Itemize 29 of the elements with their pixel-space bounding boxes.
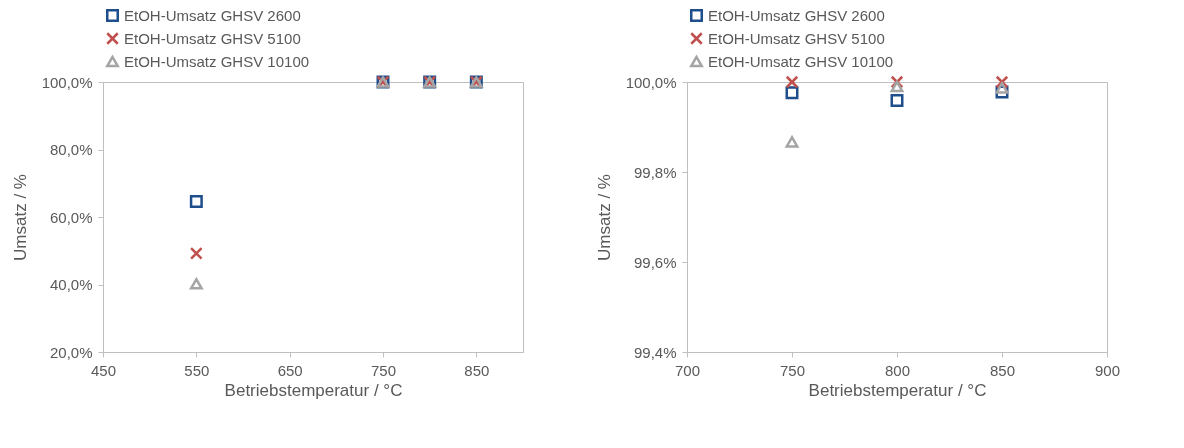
x-tick-label: 450 xyxy=(90,361,117,379)
x-tick-label: 800 xyxy=(884,361,911,379)
legend-label: EtOH-Umsatz GHSV 5100 xyxy=(124,29,301,47)
legend-label: EtOH-Umsatz GHSV 2600 xyxy=(708,6,885,24)
y-axis-title: Umsatz / % xyxy=(10,174,30,261)
x-tick-label: 850 xyxy=(464,361,490,379)
legend-label: EtOH-Umsatz GHSV 5100 xyxy=(708,29,885,47)
x-tick-label: 900 xyxy=(1094,361,1121,379)
x-tick-label: 750 xyxy=(370,361,397,379)
y-tick-label: 40,0% xyxy=(49,276,93,293)
x-tick-label: 850 xyxy=(989,361,1016,379)
y-tick-label: 80,0% xyxy=(49,141,93,158)
y-tick-label: 60,0% xyxy=(49,208,93,226)
legend-label: EtOH-Umsatz GHSV 10100 xyxy=(708,52,894,70)
y-axis-title: Umsatz / % xyxy=(594,174,614,261)
x-tick-label: 550 xyxy=(184,361,210,379)
x-tick-label: 650 xyxy=(277,361,303,379)
legend-label: EtOH-Umsatz GHSV 10100 xyxy=(124,52,310,70)
y-tick-label: 99,6% xyxy=(633,253,677,271)
y-tick-label: 99,8% xyxy=(633,163,677,181)
x-axis-title: Betriebstemperatur / °C xyxy=(224,380,403,400)
x-tick-label: 750 xyxy=(779,361,806,379)
legend-label: EtOH-Umsatz GHSV 2600 xyxy=(124,6,301,24)
y-tick-label: 100,0% xyxy=(41,73,93,91)
y-tick-label: 99,4% xyxy=(633,343,677,361)
y-tick-label: 20,0% xyxy=(49,343,93,361)
x-tick-label: 700 xyxy=(674,361,701,379)
y-tick-label: 100,0% xyxy=(625,73,677,91)
x-axis-title: Betriebstemperatur / °C xyxy=(808,380,987,400)
